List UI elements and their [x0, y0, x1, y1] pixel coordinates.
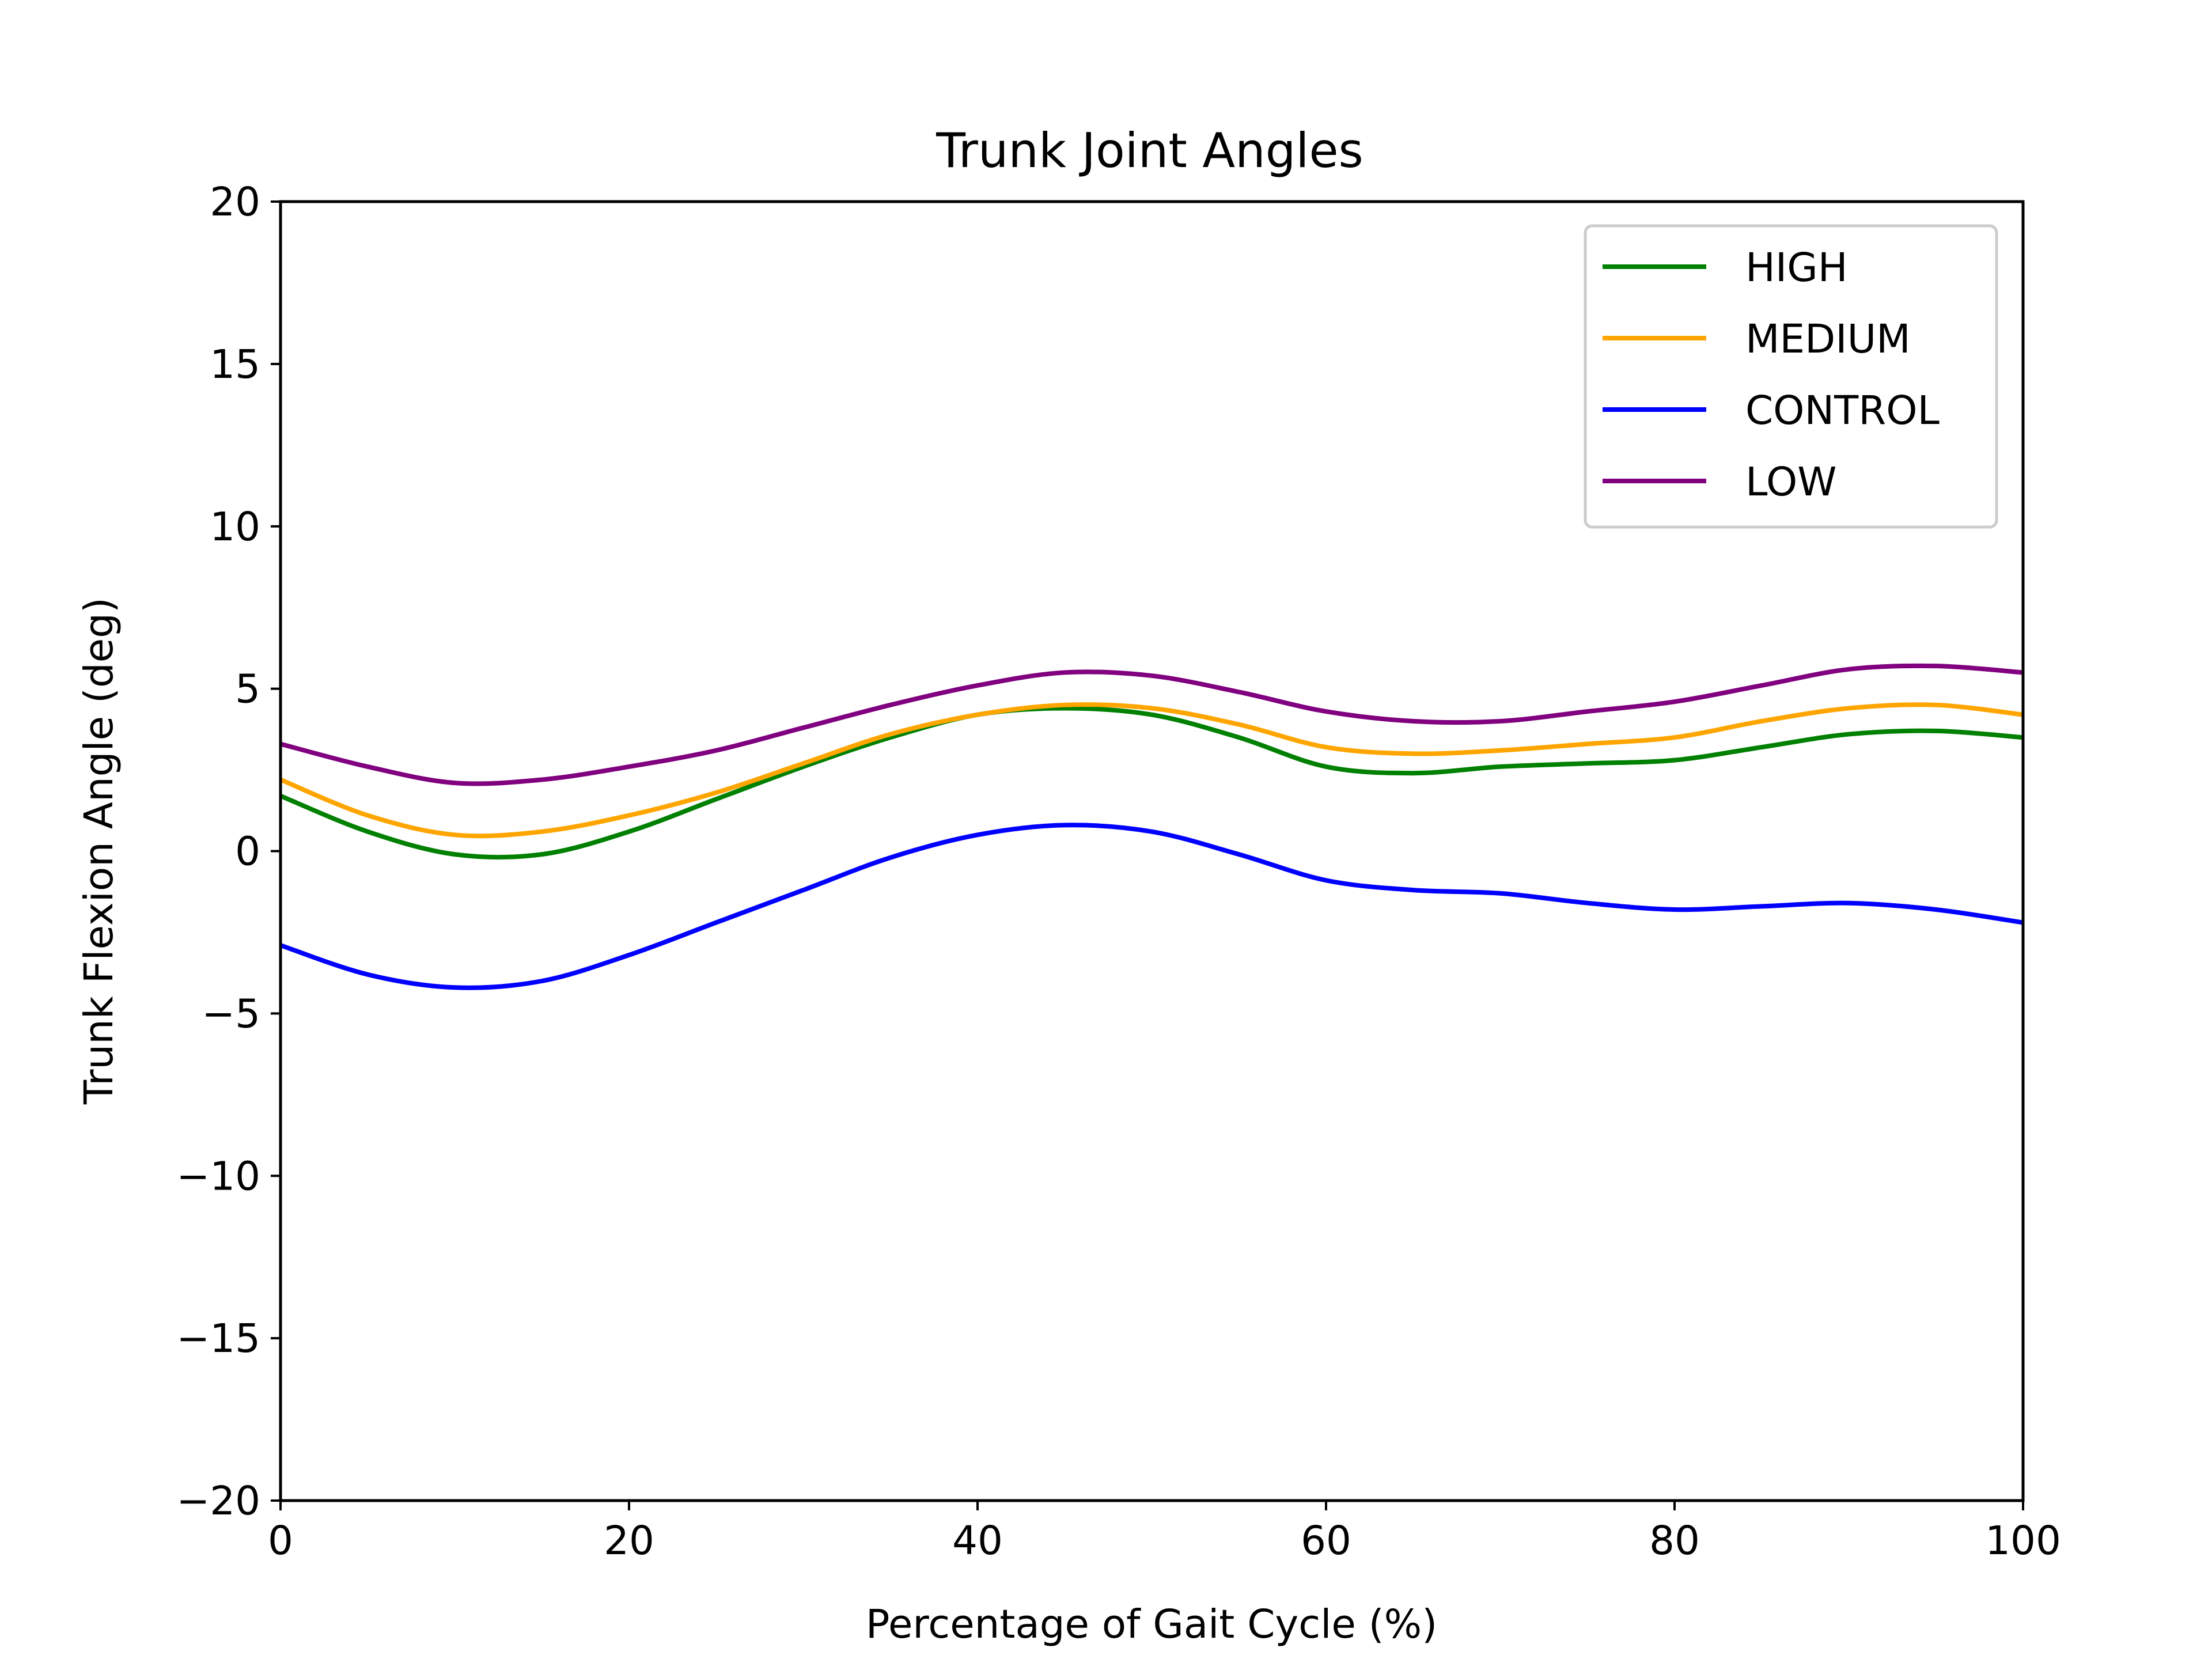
- y-tick-label: 15: [210, 342, 260, 388]
- y-tick-label: −20: [176, 1478, 260, 1524]
- y-tick-label: −5: [202, 991, 260, 1037]
- y-axis-label: Trunk Flexion Angle (deg): [76, 597, 122, 1105]
- series-line-control: [279, 823, 2024, 990]
- legend-label-medium: MEDIUM: [1745, 316, 1911, 362]
- x-tick-label: 40: [952, 1518, 1003, 1564]
- legend-label-control: CONTROL: [1745, 388, 1940, 434]
- x-tick-label: 60: [1301, 1518, 1351, 1564]
- x-axis-label: Percentage of Gait Cycle (%): [866, 1601, 1437, 1647]
- series-line-medium: [279, 702, 2024, 839]
- y-axis: −20 −15 −10 −5 0 5 10 15 20: [176, 179, 281, 1524]
- x-tick-label: 80: [1649, 1518, 1700, 1564]
- x-tick-label: 0: [268, 1518, 293, 1564]
- y-tick-label: −15: [176, 1316, 260, 1362]
- chart-title: Trunk Joint Angles: [935, 123, 1363, 179]
- legend-label-low: LOW: [1745, 459, 1837, 505]
- y-tick-label: 20: [210, 179, 260, 225]
- series-layer: [279, 663, 2024, 990]
- legend: HIGH MEDIUM CONTROL LOW: [1584, 224, 1998, 529]
- x-axis: 0 20 40 60 80 100: [268, 1501, 2061, 1564]
- y-tick-label: 5: [235, 666, 260, 713]
- legend-box: [1584, 224, 1998, 529]
- y-tick-label: −10: [176, 1153, 260, 1199]
- x-tick-label: 100: [1985, 1518, 2061, 1564]
- legend-label-high: HIGH: [1745, 245, 1848, 291]
- y-tick-label: 0: [235, 829, 260, 875]
- x-tick-label: 20: [604, 1518, 654, 1564]
- series-line-low: [279, 663, 2024, 786]
- y-tick-label: 10: [210, 504, 260, 550]
- series-line-high: [279, 706, 2024, 860]
